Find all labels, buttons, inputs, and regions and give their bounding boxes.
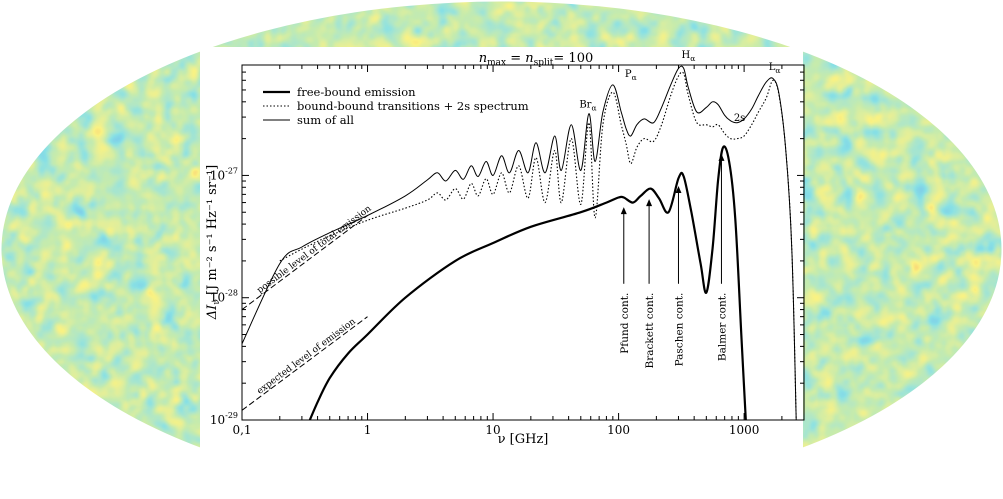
continuum-arrow-head <box>620 207 627 215</box>
x-axis-title: ν [GHz] <box>498 432 549 447</box>
x-tick-label: 1 <box>364 423 372 437</box>
axis-ticks: 0,1 1 10 100 1000 10-29 10-28 10-27 <box>210 64 805 437</box>
peak-label: Brα <box>579 99 596 112</box>
legend-label-free-bound: free-bound emission <box>297 85 416 99</box>
y-axis-title: ΔIν [J m⁻² s⁻¹ Hz⁻¹ sr⁻¹] <box>205 165 222 320</box>
legend-label-bound-bound: bound-bound transitions + 2s spectrum <box>297 99 529 113</box>
continuum-arrow-head <box>675 185 682 193</box>
legend: free-bound emission bound-bound transiti… <box>263 85 529 127</box>
x-tick-label: 100 <box>607 423 630 437</box>
continuum-label: Balmer cont. <box>717 293 729 361</box>
peak-label: Hα <box>682 50 696 63</box>
continuum-arrow-head <box>646 199 653 207</box>
series-line-free-bound-emission <box>308 145 747 420</box>
y-tick-label: 10-28 <box>210 289 238 305</box>
chart-title: nmax = nsplit= 100 <box>479 51 594 68</box>
peak-label: Lα <box>769 62 781 75</box>
y-tick-label: 10-27 <box>210 166 238 182</box>
series-line-sum-of-all <box>242 65 797 420</box>
continuum-label: Pfund cont. <box>619 293 631 354</box>
legend-label-sum: sum of all <box>297 113 354 127</box>
series-line-possible-level-of-total-emission <box>242 215 368 311</box>
x-tick-label: 1000 <box>729 423 760 437</box>
series-line-expected-level-of-emission <box>242 316 368 411</box>
peak-label: Pα <box>625 69 637 82</box>
continuum-arrow-head <box>718 153 725 161</box>
x-tick-label: 0,1 <box>232 423 251 437</box>
series-layer <box>242 65 797 420</box>
continuum-label: Paschen cont. <box>674 293 686 367</box>
peak-label: 2s <box>734 113 746 124</box>
plot-frame <box>241 64 805 421</box>
x-tick-label: 10 <box>485 423 500 437</box>
y-tick-label: 10-29 <box>210 411 238 427</box>
continuum-label: Brackett cont. <box>644 293 656 369</box>
